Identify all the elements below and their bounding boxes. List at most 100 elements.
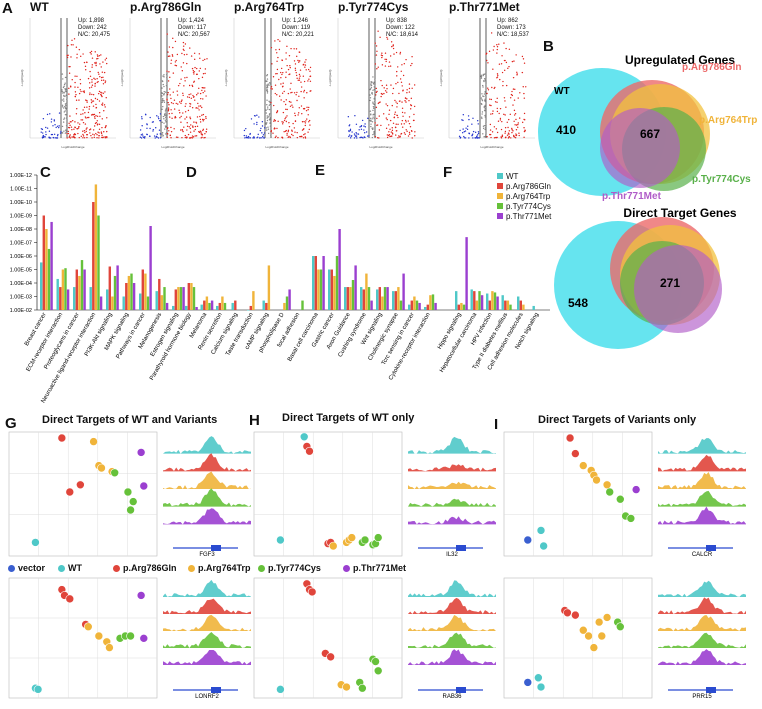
y-tick-label: 1.00E-03 xyxy=(10,295,32,301)
volcano-xlabel-3: Log2FoldChange xyxy=(369,145,392,149)
scatter-point xyxy=(571,610,580,620)
signal-track xyxy=(163,471,251,489)
category-label: Cholinergic synapse xyxy=(368,311,401,361)
scatter-point xyxy=(126,505,135,515)
gene-label: PRR15 xyxy=(692,694,712,700)
y-tick-label: 1.00E-05 xyxy=(10,268,32,274)
pathway-legend-label: p.Thr771Met xyxy=(506,212,552,221)
bar xyxy=(455,291,458,310)
bar xyxy=(434,302,437,310)
scatter-panel-4: RAB36 xyxy=(253,577,496,700)
bar xyxy=(125,283,128,310)
bar xyxy=(354,265,357,310)
scatter-point xyxy=(602,480,612,490)
bar xyxy=(47,248,51,310)
signal-track xyxy=(163,598,251,614)
bar xyxy=(317,269,320,310)
bar xyxy=(265,302,268,310)
volcano-title-4: p.Thr771Met xyxy=(449,0,520,14)
scatter-point xyxy=(373,533,383,542)
scatter-point xyxy=(571,449,580,458)
bar xyxy=(146,296,150,310)
scatter-point xyxy=(305,446,314,456)
bar xyxy=(195,307,198,310)
bar xyxy=(127,275,131,310)
volcano-stats-2: Up: 1,246 Down: 119 N/C: 20,221 xyxy=(282,18,315,38)
scatter-point xyxy=(276,685,285,694)
signal-track xyxy=(163,650,251,665)
bar xyxy=(362,289,365,310)
bar xyxy=(205,296,209,310)
panel-label-h: H xyxy=(249,412,260,429)
volcano-title-1: p.Arg786Gln xyxy=(130,0,202,14)
bar xyxy=(172,305,175,310)
scatter-point xyxy=(578,461,588,470)
bar xyxy=(462,304,466,310)
volcano-plot-4: Log2FoldChange -Log10(padj) xyxy=(439,18,535,149)
bar xyxy=(179,287,183,310)
scatter-point xyxy=(65,594,75,604)
volcano-xlabel-2: Log2FoldChange xyxy=(265,145,288,149)
bar xyxy=(122,296,125,310)
scatter-point xyxy=(31,538,40,547)
legend-swatch xyxy=(497,193,503,199)
volcano-ylabel-1: -Log10(padj) xyxy=(120,69,124,86)
scatter-point xyxy=(94,631,104,641)
bar xyxy=(203,300,206,310)
scatter-point xyxy=(347,533,357,542)
bar xyxy=(509,304,512,310)
panel-label-g: G xyxy=(5,415,17,432)
bar xyxy=(381,296,384,310)
bar xyxy=(410,300,413,310)
scatter-point xyxy=(371,657,380,666)
bar xyxy=(386,287,389,310)
bar xyxy=(429,295,432,310)
venn-arg786-label: p.Arg786Gln xyxy=(682,62,741,73)
bar xyxy=(330,269,333,310)
venn-up-wt-only: 410 xyxy=(556,123,576,137)
bar xyxy=(457,304,460,310)
bar xyxy=(89,287,92,310)
scatter-point xyxy=(523,678,533,687)
bar xyxy=(488,300,491,310)
scatter-point xyxy=(373,666,383,676)
scatter-point xyxy=(139,481,149,491)
scatter-point xyxy=(307,587,317,597)
scatter-panel-3: LONRF2 xyxy=(8,577,251,700)
bar xyxy=(506,300,510,310)
panel-h-title: Direct Targets of WT only xyxy=(282,412,415,424)
bar xyxy=(192,287,196,310)
bar xyxy=(370,300,373,310)
signal-track xyxy=(408,580,496,597)
scatter-point xyxy=(615,494,625,504)
scatter-legend-item: WT xyxy=(58,563,82,573)
bar xyxy=(182,287,185,310)
bar xyxy=(480,295,484,310)
scatter-legend-label: p.Thr771Met xyxy=(353,563,407,573)
bar xyxy=(349,287,352,310)
scatter-panel-1: IL32 xyxy=(253,431,496,558)
bar xyxy=(431,294,435,310)
legend-swatch xyxy=(497,203,503,209)
bar xyxy=(415,300,419,310)
scatter-legend-label: WT xyxy=(68,563,82,573)
gene-model xyxy=(706,545,716,551)
panel-label-f: F xyxy=(443,164,453,181)
bar xyxy=(216,305,219,310)
signal-track xyxy=(408,597,496,614)
bar xyxy=(344,287,347,310)
signal-track xyxy=(658,472,746,489)
bar xyxy=(460,302,463,310)
bar xyxy=(473,291,476,310)
bar xyxy=(158,278,161,310)
bar xyxy=(106,289,109,310)
venn-up-shared: 667 xyxy=(640,127,660,141)
pathway-legend-label: p.Arg786Gln xyxy=(506,182,551,191)
bar xyxy=(392,291,395,310)
panel-g-title: Direct Targets of WT and Variants xyxy=(42,414,218,426)
signal-track xyxy=(408,481,496,489)
bar xyxy=(234,300,237,310)
bar xyxy=(399,300,403,310)
bar xyxy=(64,268,67,310)
venn-arg764-label: p.Arg764Trp xyxy=(699,115,757,126)
